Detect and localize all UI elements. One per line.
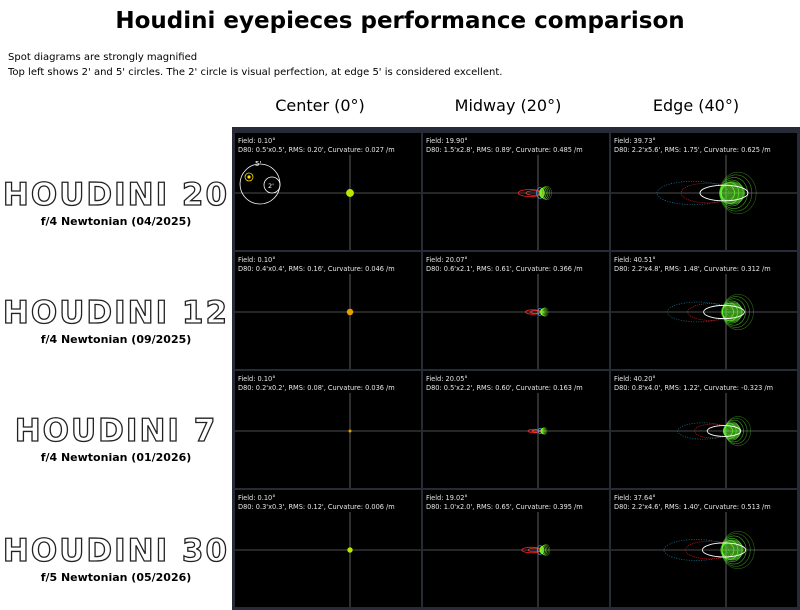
- spot-stats-text: D80: 1.5'x2.8', RMS: 0.89', Curvature: 0…: [426, 146, 583, 154]
- spot-diagram-cell: Field: 40.51° D80: 2.2'x4.8', RMS: 1.48',…: [611, 252, 797, 369]
- column-header-midway: Midway (20°): [454, 96, 562, 115]
- spot-diagram: [235, 274, 421, 369]
- spot-diagram: 5' 2': [235, 155, 421, 250]
- field-angle-text: Field: 0.10°: [238, 137, 276, 145]
- spot-stats-text: D80: 0.2'x0.2', RMS: 0.08', Curvature: 0…: [238, 384, 395, 392]
- intro-line-2: Top left shows 2' and 5' circles. The 2'…: [8, 67, 503, 78]
- spot-diagram-cell: Field: 19.90° D80: 1.5'x2.8', RMS: 0.89',…: [423, 133, 609, 250]
- spot-stats-text: D80: 0.3'x0.3', RMS: 0.12', Curvature: 0…: [238, 503, 395, 511]
- spot-blob: [517, 185, 552, 201]
- spot-diagram-cell: Field: 0.10° D80: 0.4'x0.4', RMS: 0.16', …: [235, 252, 421, 369]
- field-angle-text: Field: 40.51°: [614, 256, 656, 264]
- spot-blob: [346, 189, 354, 197]
- spot-diagram: [611, 512, 797, 607]
- spot-blob: [525, 307, 549, 317]
- reference-circles: 5' 2': [239, 160, 281, 205]
- spot-diagram: [611, 393, 797, 488]
- row-label-houdini-20: HOUDINI 20 f/4 Newtonian (04/2025): [0, 176, 232, 228]
- column-header-center: Center (0°): [275, 96, 365, 115]
- spot-stats-text: D80: 0.4'x0.4', RMS: 0.16', Curvature: 0…: [238, 265, 395, 273]
- field-angle-text: Field: 0.10°: [238, 375, 276, 383]
- row-label-houdini-30: HOUDINI 30 f/5 Newtonian (05/2026): [0, 532, 232, 584]
- spot-diagram-cell: Field: 20.07° D80: 0.6'x2.1', RMS: 0.61',…: [423, 252, 609, 369]
- spot-stats-text: D80: 2.2'x4.8', RMS: 1.48', Curvature: 0…: [614, 265, 771, 273]
- spot-stats-text: D80: 2.2'x5.6', RMS: 1.75', Curvature: 0…: [614, 146, 771, 154]
- field-angle-text: Field: 40.20°: [614, 375, 656, 383]
- field-angle-text: Field: 39.73°: [614, 137, 656, 145]
- eyepiece-name: HOUDINI 7: [14, 412, 218, 449]
- spot-blob: [521, 544, 551, 556]
- spot-diagram: [423, 155, 609, 250]
- column-header-edge: Edge (40°): [652, 96, 740, 115]
- row-label-houdini-7: HOUDINI 7 f/4 Newtonian (01/2026): [0, 412, 232, 464]
- telescope-spec: f/4 Newtonian (01/2026): [40, 451, 192, 464]
- spot-blob: [663, 530, 755, 570]
- spot-diagram: [611, 155, 797, 250]
- spot-diagram: [423, 512, 609, 607]
- spot-diagram-cell: Field: 19.02° D80: 1.0'x2.0', RMS: 0.65',…: [423, 490, 609, 607]
- spot-diagram-cell: 5' 2' Field: 0.10° D80: 0.5'x0.5', RMS: 0.2…: [235, 133, 421, 250]
- eyepiece-name: HOUDINI 20: [2, 176, 230, 213]
- spot-stats-text: D80: 0.5'x0.5', RMS: 0.20', Curvature: 0…: [238, 146, 395, 154]
- spot-stats-text: D80: 2.2'x4.6', RMS: 1.40', Curvature: 0…: [614, 503, 771, 511]
- spot-blob: [527, 427, 548, 435]
- spot-blob: [677, 416, 752, 446]
- field-angle-text: Field: 0.10°: [238, 494, 276, 502]
- spot-blob: [348, 429, 352, 433]
- spot-diagram: [235, 512, 421, 607]
- spot-stats-text: D80: 1.0'x2.0', RMS: 0.65', Curvature: 0…: [426, 503, 583, 511]
- spot-stats-text: D80: 0.8'x4.0', RMS: 1.22', Curvature: -…: [614, 384, 774, 392]
- field-angle-text: Field: 37.64°: [614, 494, 656, 502]
- spot-blob: [347, 547, 353, 553]
- telescope-spec: f/5 Newtonian (05/2026): [40, 571, 192, 584]
- telescope-spec: f/4 Newtonian (04/2025): [40, 215, 192, 228]
- field-angle-text: Field: 20.07°: [426, 256, 468, 264]
- spot-diagram-cell: Field: 20.05° D80: 0.5'x2.2', RMS: 0.60',…: [423, 371, 609, 488]
- field-angle-text: Field: 19.02°: [426, 494, 468, 502]
- spot-diagram-cell: Field: 37.64° D80: 2.2'x4.6', RMS: 1.40',…: [611, 490, 797, 607]
- spot-stats-text: D80: 0.5'x2.2', RMS: 0.60', Curvature: 0…: [426, 384, 583, 392]
- spot-blob: [346, 308, 354, 316]
- spot-diagram: [611, 274, 797, 369]
- spot-diagram-grid: 5' 2' Field: 0.10° D80: 0.5'x0.5', RMS: 0.2…: [232, 127, 800, 610]
- spot-diagram-cell: Field: 40.20° D80: 0.8'x4.0', RMS: 1.22',…: [611, 371, 797, 488]
- row-label-houdini-12: HOUDINI 12 f/4 Newtonian (09/2025): [0, 294, 232, 346]
- spot-blob: [656, 171, 757, 215]
- spot-diagram-cell: Field: 0.10° D80: 0.3'x0.3', RMS: 0.12', …: [235, 490, 421, 607]
- eyepiece-name: HOUDINI 30: [2, 532, 230, 569]
- spot-blob: [666, 294, 754, 330]
- field-angle-text: Field: 20.05°: [426, 375, 468, 383]
- label-2-arcmin: 2': [268, 182, 274, 190]
- spot-diagram-cell: Field: 39.73° D80: 2.2'x5.6', RMS: 1.75',…: [611, 133, 797, 250]
- spot-diagram: [235, 393, 421, 488]
- spot-diagram: [423, 274, 609, 369]
- field-angle-text: Field: 19.90°: [426, 137, 468, 145]
- spot-diagram: [423, 393, 609, 488]
- intro-line-1: Spot diagrams are strongly magnified: [8, 52, 198, 63]
- telescope-spec: f/4 Newtonian (09/2025): [40, 333, 192, 346]
- field-angle-text: Field: 0.10°: [238, 256, 276, 264]
- spot-diagram-cell: Field: 0.10° D80: 0.2'x0.2', RMS: 0.08', …: [235, 371, 421, 488]
- page-title: Houdini eyepieces performance comparison: [115, 8, 685, 34]
- label-5-arcmin: 5': [255, 160, 261, 168]
- eyepiece-name: HOUDINI 12: [2, 294, 230, 331]
- spot-stats-text: D80: 0.6'x2.1', RMS: 0.61', Curvature: 0…: [426, 265, 583, 273]
